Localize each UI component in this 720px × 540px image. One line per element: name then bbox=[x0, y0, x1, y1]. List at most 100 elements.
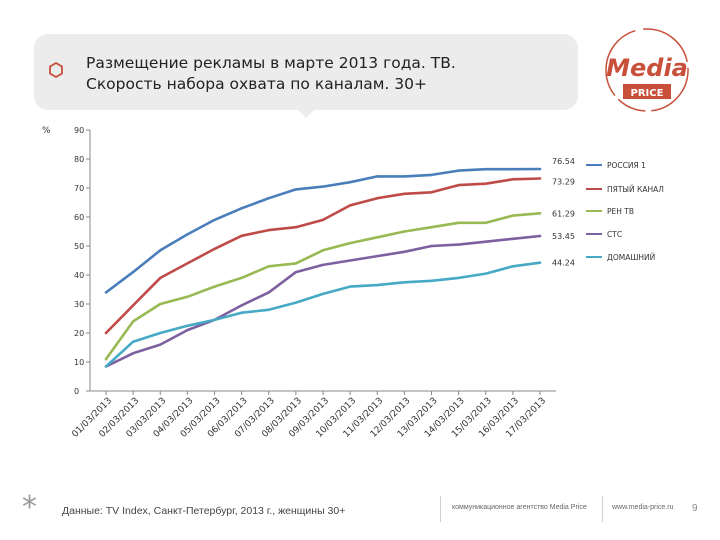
data-point bbox=[376, 175, 379, 178]
y-tick-label: 60 bbox=[74, 213, 84, 222]
data-point bbox=[186, 295, 189, 298]
data-point bbox=[403, 230, 406, 233]
series-line bbox=[104, 261, 542, 368]
data-point bbox=[484, 167, 487, 171]
data-point bbox=[430, 279, 433, 282]
legend-label: СТС bbox=[607, 230, 622, 239]
data-point bbox=[267, 308, 270, 311]
data-point bbox=[321, 249, 325, 252]
data-point bbox=[457, 221, 460, 224]
media-price-logo: Media PRICE bbox=[605, 28, 689, 112]
legend-label: ПЯТЫЙ КАНАЛ bbox=[607, 185, 664, 194]
logo-tag: PRICE bbox=[631, 88, 664, 99]
data-point bbox=[131, 304, 135, 307]
y-axis-label: % bbox=[42, 126, 51, 136]
data-point bbox=[104, 357, 108, 361]
y-tick-label: 70 bbox=[74, 184, 84, 193]
data-point bbox=[159, 302, 162, 306]
data-point bbox=[294, 188, 298, 191]
footer-website: www.media-price.ru bbox=[612, 504, 674, 511]
chart-legend: РОССИЯ 1 ПЯТЫЙ КАНАЛ РЕН ТВ СТС ДОМАШНИЙ bbox=[586, 161, 664, 262]
data-point bbox=[131, 270, 135, 274]
series-line bbox=[104, 177, 542, 335]
data-point bbox=[131, 352, 135, 355]
data-point bbox=[457, 243, 460, 246]
data-point bbox=[104, 331, 108, 335]
data-point bbox=[159, 343, 162, 346]
data-point bbox=[294, 225, 298, 229]
data-point bbox=[240, 311, 243, 314]
data-point bbox=[267, 196, 270, 200]
footer-agency: коммуникационное агентство Media Price bbox=[452, 504, 587, 511]
data-point bbox=[294, 270, 298, 274]
y-tick-label: 10 bbox=[74, 358, 84, 367]
data-point bbox=[104, 291, 108, 294]
data-point bbox=[131, 340, 135, 343]
data-point bbox=[267, 265, 270, 268]
data-point bbox=[538, 167, 542, 171]
data-point bbox=[294, 262, 298, 265]
data-point bbox=[430, 244, 433, 248]
data-point bbox=[348, 259, 352, 262]
data-point bbox=[213, 247, 216, 251]
data-point bbox=[240, 234, 243, 238]
data-point bbox=[186, 233, 189, 236]
page-title-line1: Размещение рекламы в марте 2013 года. ТВ… bbox=[86, 54, 456, 72]
data-point bbox=[240, 276, 243, 280]
data-point bbox=[484, 182, 487, 185]
data-point bbox=[430, 191, 433, 194]
data-point bbox=[159, 276, 162, 280]
data-point bbox=[403, 250, 406, 253]
page-title-line2: Скорость набора охвата по каналам. 30+ bbox=[86, 75, 427, 93]
data-point bbox=[538, 234, 542, 238]
legend-label: РЕН ТВ bbox=[607, 207, 634, 216]
data-label: 53.45 bbox=[552, 232, 575, 241]
data-label: 44.24 bbox=[552, 259, 575, 268]
hexagon-icon bbox=[49, 62, 63, 78]
data-point bbox=[538, 212, 542, 215]
data-point bbox=[321, 218, 325, 222]
data-point bbox=[131, 320, 135, 323]
data-point bbox=[321, 185, 325, 188]
data-point bbox=[321, 263, 325, 267]
data-point bbox=[376, 236, 379, 239]
asterisk-icon: * bbox=[22, 490, 37, 525]
y-tick-label: 90 bbox=[74, 126, 84, 135]
data-point bbox=[267, 291, 270, 294]
data-point bbox=[403, 281, 406, 284]
data-point bbox=[104, 365, 108, 368]
data-point bbox=[511, 178, 515, 181]
data-point bbox=[511, 237, 515, 240]
y-tick-label: 40 bbox=[74, 271, 84, 280]
logo-word: Media bbox=[606, 54, 688, 82]
data-point bbox=[267, 228, 270, 232]
data-point bbox=[376, 283, 379, 287]
legend-label: ДОМАШНИЙ bbox=[607, 253, 655, 262]
data-point bbox=[538, 261, 542, 264]
y-tick-label: 80 bbox=[74, 155, 84, 164]
page-number: 9 bbox=[692, 503, 698, 514]
data-point bbox=[213, 318, 216, 322]
data-point bbox=[348, 285, 352, 288]
y-tick-label: 30 bbox=[74, 300, 84, 309]
data-point bbox=[376, 254, 379, 258]
data-point bbox=[457, 276, 460, 280]
data-point bbox=[186, 328, 189, 332]
footer-divider bbox=[440, 496, 441, 522]
page-title: Размещение рекламы в марте 2013 года. ТВ… bbox=[86, 53, 456, 95]
data-point bbox=[348, 181, 352, 184]
data-point bbox=[511, 167, 515, 171]
data-point bbox=[376, 196, 379, 200]
data-label: 76.54 bbox=[552, 157, 575, 166]
data-point bbox=[511, 214, 515, 217]
chart-series: 76.54 73.29 61.29 53.45 44.24 bbox=[104, 157, 575, 368]
data-point bbox=[321, 292, 325, 296]
data-point bbox=[159, 249, 162, 252]
series-line bbox=[104, 212, 542, 361]
y-tick-label: 0 bbox=[74, 387, 79, 396]
data-point bbox=[186, 262, 189, 265]
data-point bbox=[511, 265, 515, 268]
data-point bbox=[348, 204, 352, 207]
title-panel-pointer bbox=[298, 110, 314, 118]
